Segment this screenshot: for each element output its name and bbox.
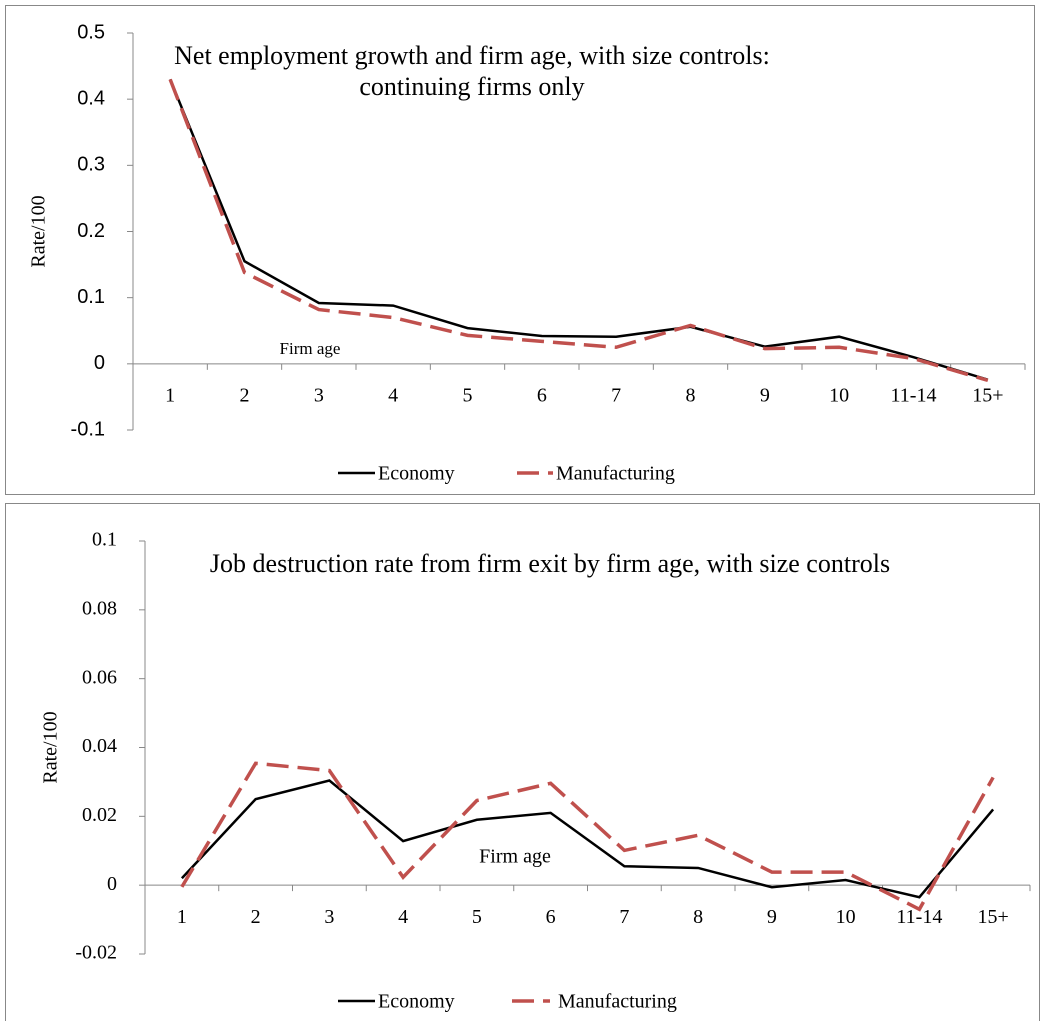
x-tick-label: 1: [177, 906, 187, 928]
x-axis-label: Firm age: [479, 846, 551, 868]
x-tick-label: 11-14: [896, 906, 942, 928]
y-tick-label: -0.1: [71, 418, 105, 440]
y-tick-label: 0.4: [77, 87, 105, 109]
y-tick-label: -0.02: [75, 942, 117, 964]
x-tick-label: 4: [388, 384, 398, 406]
chart-title: Job destruction rate from firm exit by f…: [209, 549, 891, 578]
y-tick-label: 0.06: [82, 666, 117, 688]
y-tick-label: 0.02: [82, 804, 117, 826]
x-tick-label: 11-14: [891, 384, 937, 406]
x-tick-label: 15+: [972, 384, 1003, 406]
x-axis-label: Firm age: [280, 339, 341, 358]
chart-title-box: Net employment growth and firm age, with…: [174, 41, 770, 101]
series-line: [180, 761, 995, 912]
series-line: [169, 78, 989, 381]
y-tick-label: 0: [107, 873, 117, 895]
chart-title-box: Job destruction rate from firm exit by f…: [209, 549, 891, 578]
x-tick-label: 8: [686, 384, 696, 406]
x-tick-label: 1: [165, 384, 175, 406]
y-axis-label: Rate/100: [40, 711, 62, 783]
x-tick-label: 5: [463, 384, 473, 406]
x-tick-label: 4: [398, 906, 408, 928]
x-tick-label: 15+: [977, 906, 1008, 928]
y-tick-label: 0: [94, 352, 105, 374]
y-tick-label: 0.1: [77, 286, 105, 308]
y-axis-label: Rate/100: [28, 195, 50, 267]
y-tick-label: 0.1: [92, 529, 117, 551]
x-tick-label: 7: [619, 906, 629, 928]
x-tick-label: 5: [472, 906, 482, 928]
x-tick-label: 8: [693, 906, 703, 928]
x-tick-label: 10: [836, 906, 856, 928]
x-tick-label: 3: [314, 384, 324, 406]
x-tick-label: 2: [240, 384, 250, 406]
y-tick-label: 0.5: [77, 21, 105, 43]
series-line: [180, 779, 995, 899]
x-tick-label: 3: [324, 906, 334, 928]
x-tick-label: 6: [537, 384, 547, 406]
chart-title: Net employment growth and firm age, with…: [174, 41, 770, 101]
chart-frame: [5, 5, 1035, 495]
legend-label: Economy: [378, 463, 455, 485]
legend-label: Manufacturing: [556, 463, 675, 485]
x-tick-label: 7: [611, 384, 621, 406]
x-tick-label: 9: [767, 906, 777, 928]
legend-label: Economy: [378, 991, 455, 1013]
y-tick-label: 0.2: [77, 220, 105, 242]
legend-label: Manufacturing: [558, 991, 677, 1013]
y-tick-label: 0.08: [82, 597, 117, 619]
x-tick-label: 10: [829, 384, 849, 406]
x-tick-label: 2: [251, 906, 261, 928]
y-tick-label: 0.04: [82, 735, 117, 757]
y-tick-label: 0.3: [77, 154, 105, 176]
x-tick-label: 9: [760, 384, 770, 406]
x-tick-label: 6: [546, 906, 556, 928]
